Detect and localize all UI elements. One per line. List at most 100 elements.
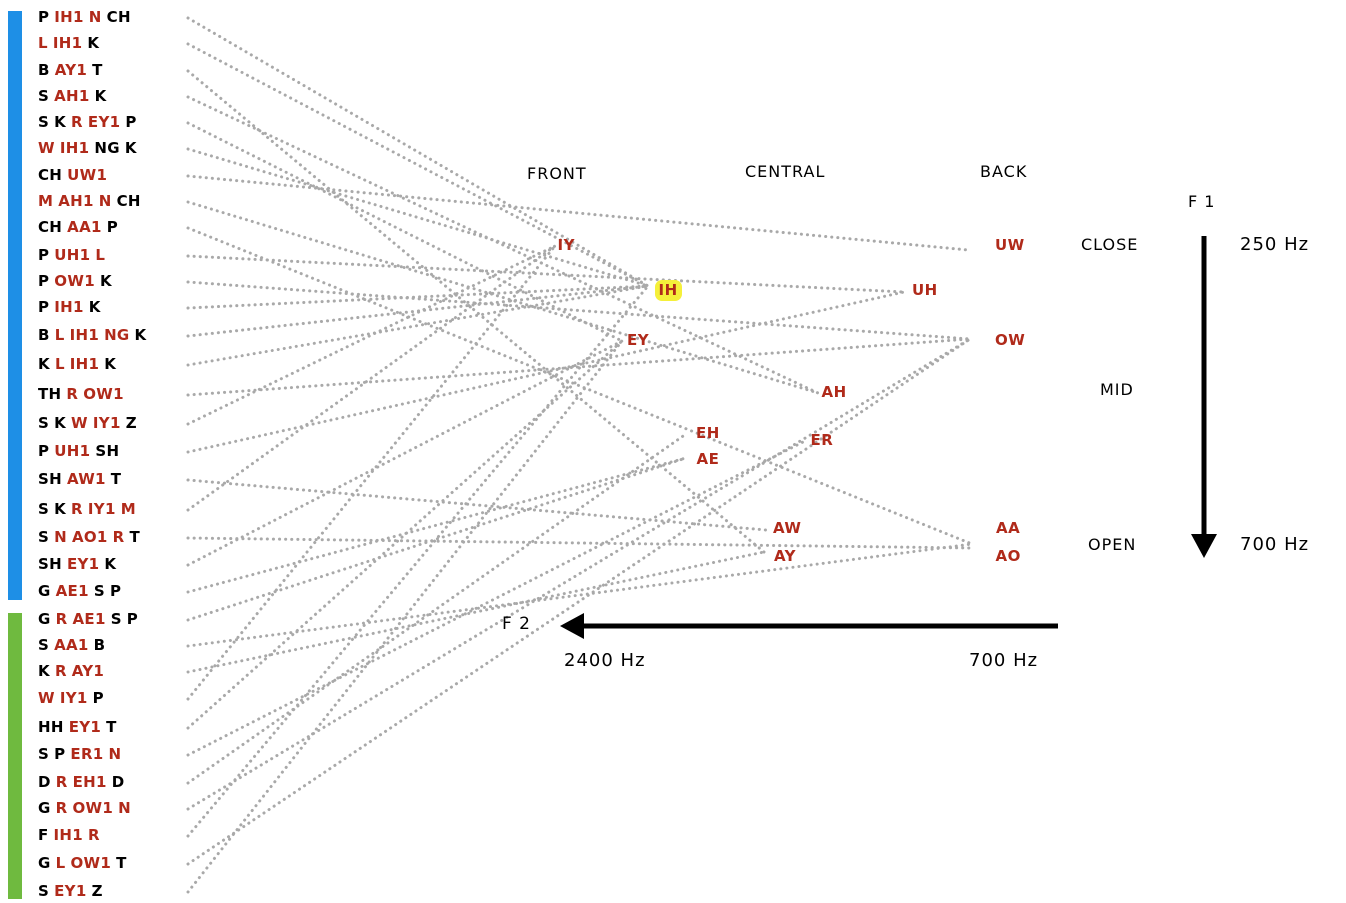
connector-line [186, 284, 650, 310]
phoneme-token: L [55, 854, 66, 872]
f1-top-value: 250 Hz [1240, 234, 1310, 255]
vowel-label-uw: UW [995, 235, 1025, 254]
phoneme-token: G [38, 610, 51, 628]
vowel-label-er: ER [810, 430, 834, 449]
word-row: S K W IY1 Z [38, 416, 142, 431]
group-bar-blue [8, 11, 22, 600]
phoneme-token: M [38, 192, 54, 210]
f2-right-value: 700 Hz [969, 650, 1039, 671]
phoneme-token: UH1 [54, 442, 91, 460]
word-row: L IH1 K [38, 36, 104, 51]
word-row: B AY1 T [38, 63, 108, 78]
connector-line [186, 439, 807, 757]
connector-line [186, 147, 650, 288]
connector-line [186, 339, 624, 730]
connector-line [186, 284, 650, 367]
phoneme-token: N [108, 745, 122, 763]
phoneme-token: UH1 [54, 246, 91, 264]
phoneme-token: G [38, 799, 51, 817]
phoneme-token: T [129, 528, 141, 546]
word-row: D R EH1 D [38, 775, 130, 790]
connector-line [186, 174, 970, 252]
connector-line [186, 536, 974, 550]
phoneme-token: M [120, 500, 136, 518]
phoneme-token: AY1 [71, 662, 105, 680]
connector-line [186, 456, 688, 594]
connector-line [186, 244, 557, 701]
word-row: SH AW1 T [38, 472, 126, 487]
word-row: P IH1 N CH [38, 10, 136, 25]
phoneme-token: NG [94, 139, 120, 157]
phoneme-token: B [38, 61, 50, 79]
phoneme-token: F [38, 826, 49, 844]
phoneme-token: SH [95, 442, 120, 460]
word-row: S AH1 K [38, 89, 112, 104]
connector-line [186, 550, 766, 674]
phoneme-token: S [38, 87, 50, 105]
phoneme-token: R [55, 799, 68, 817]
vowel-label-ao: AO [995, 546, 1021, 565]
f2-left-value: 2400 Hz [564, 650, 646, 671]
word-row: K R AY1 [38, 664, 109, 679]
phoneme-token: EY1 [68, 718, 102, 736]
phoneme-token: OW1 [72, 799, 114, 817]
phoneme-token: IY1 [92, 414, 121, 432]
connector-line [186, 337, 972, 811]
connector-line [186, 226, 974, 546]
phoneme-token: N [54, 528, 67, 546]
f1-bottom-value: 700 Hz [1240, 534, 1310, 555]
phoneme-token: T [110, 470, 122, 488]
word-row: SH EY1 K [38, 557, 121, 572]
phoneme-token: T [106, 718, 117, 736]
phoneme-token: R [71, 500, 83, 518]
f2-label: F 2 [502, 614, 531, 634]
word-row: S AA1 B [38, 638, 110, 653]
phoneme-token: S [110, 610, 122, 628]
phoneme-token: SH [38, 470, 62, 488]
word-row: P IH1 K [38, 300, 106, 315]
phoneme-token: IY1 [59, 689, 88, 707]
vowel-label-aw: AW [773, 518, 802, 537]
phoneme-token: AA1 [54, 636, 89, 654]
phoneme-token: P [126, 610, 139, 628]
connector-line [186, 478, 768, 532]
phoneme-token: S [38, 414, 50, 432]
phoneme-token: HH [38, 718, 64, 736]
front-label: FRONT [527, 164, 587, 183]
connector-line [186, 284, 650, 838]
phoneme-token: OW1 [83, 385, 124, 403]
phoneme-token: S [38, 882, 50, 900]
phoneme-token: K [88, 298, 101, 316]
phoneme-token: AA1 [67, 218, 102, 236]
phoneme-token: AE1 [55, 582, 89, 600]
word-row: K L IH1 K [38, 357, 121, 372]
vowel-label-ah: AH [821, 382, 847, 401]
phoneme-token: N [88, 8, 102, 26]
open-label: OPEN [1088, 535, 1137, 554]
vowel-label-uh: UH [912, 280, 938, 299]
phoneme-token: CH [106, 8, 131, 26]
word-row: P OW1 K [38, 274, 117, 289]
word-row: P UH1 SH [38, 444, 124, 459]
phoneme-token: AH1 [58, 192, 94, 210]
phoneme-token: R [54, 662, 67, 680]
phoneme-token: S [38, 500, 50, 518]
phoneme-token: P [109, 582, 122, 600]
vowel-label-iy: IY [557, 235, 575, 254]
phoneme-token: D [38, 773, 51, 791]
phoneme-token: W [38, 689, 55, 707]
phoneme-token: D [111, 773, 125, 791]
phoneme-token: R [112, 528, 125, 546]
phoneme-token: K [54, 414, 67, 432]
group-bar-green [8, 613, 22, 899]
phoneme-token: W [38, 139, 55, 157]
phoneme-token: AE1 [72, 610, 106, 628]
f1-label: F 1 [1188, 192, 1216, 211]
phoneme-token: P [38, 272, 50, 290]
vowel-label-ay: AY [774, 546, 797, 565]
word-row: M AH1 N CH [38, 194, 146, 209]
phoneme-token: B [38, 326, 50, 344]
vowel-label-aa: AA [996, 518, 1021, 537]
central-label: CENTRAL [745, 162, 826, 181]
phoneme-token: T [116, 854, 127, 872]
